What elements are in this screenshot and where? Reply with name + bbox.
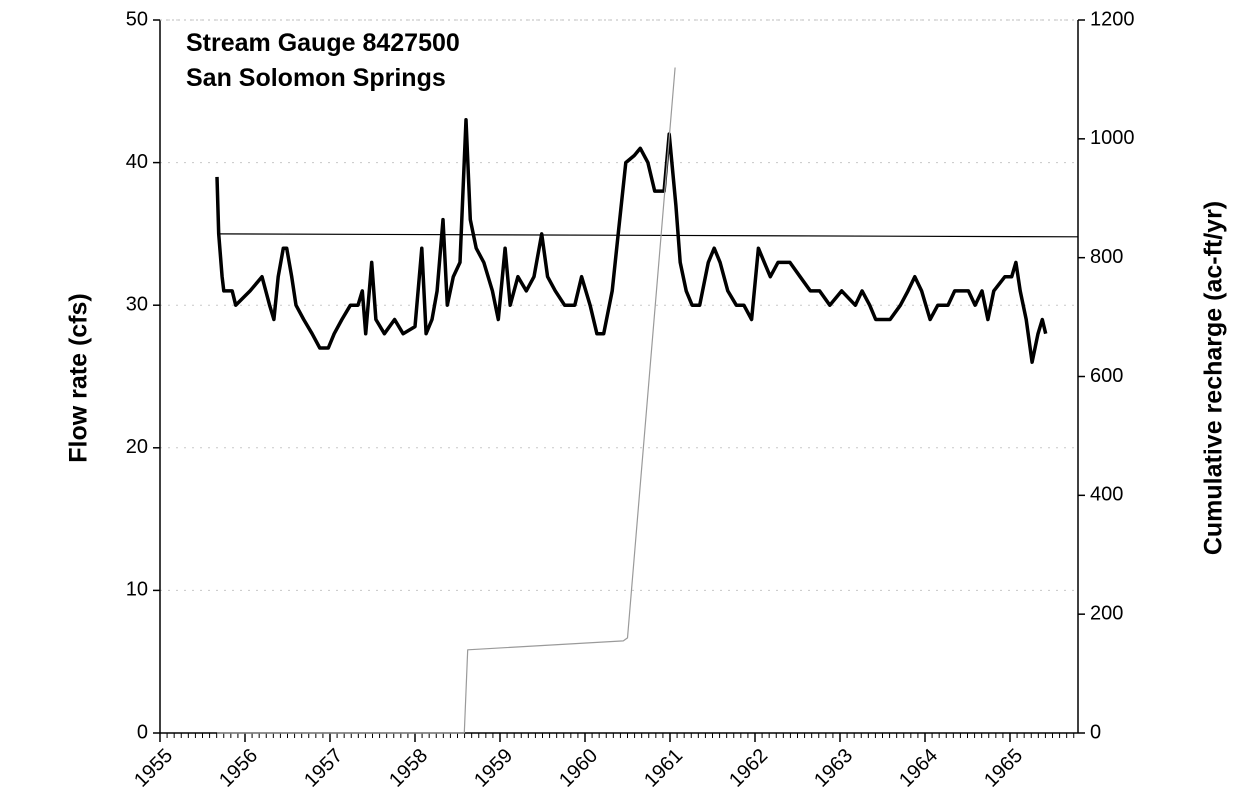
- y2-axis-title: Cumulative recharge (ac-ft/yr): [1200, 201, 1228, 555]
- y2-tick-label: 0: [1090, 721, 1101, 743]
- y2-tick-label: 800: [1090, 246, 1123, 268]
- y2-tick-label: 400: [1090, 484, 1123, 506]
- y2-tick-label: 1000: [1090, 127, 1135, 149]
- y-tick-label: 30: [126, 293, 148, 315]
- series-line: [215, 118, 1048, 364]
- y2-tick-label: 200: [1090, 602, 1123, 624]
- chart-title: Stream Gauge 8427500: [186, 29, 460, 57]
- y-axis-title: Flow rate (cfs): [65, 293, 93, 462]
- chart-subtitle: San Solomon Springs: [186, 64, 446, 92]
- y-tick-label: 40: [126, 151, 148, 173]
- y2-tick-label: 600: [1090, 365, 1123, 387]
- y2-tick-label: 1200: [1090, 8, 1135, 30]
- y-tick-label: 20: [126, 436, 148, 458]
- series-line: [216, 233, 1079, 238]
- y-tick-label: 10: [126, 579, 148, 601]
- series-line: [217, 67, 676, 734]
- y-tick-label: 0: [137, 721, 148, 743]
- y-tick-label: 50: [126, 8, 148, 30]
